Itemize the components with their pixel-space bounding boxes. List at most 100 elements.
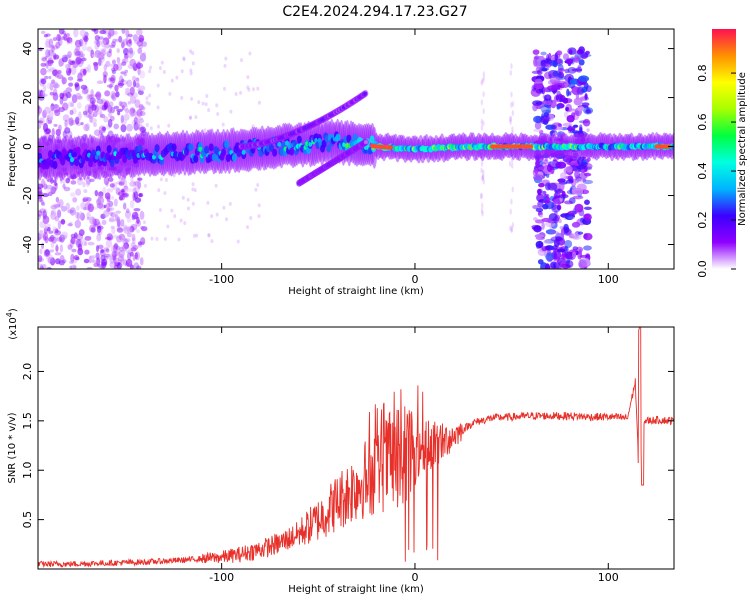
noise-speck [110,195,115,200]
noise-speck [53,54,60,60]
noise-speck [53,203,59,209]
noise-speck [52,226,58,232]
noise-speck [191,187,195,192]
noise-speck [52,179,57,184]
noise-speck [120,178,126,184]
noise-speck [246,75,250,80]
noise-speck [114,257,120,264]
noise-speck [541,221,545,230]
noise-speck [577,231,584,235]
noise-speck [580,161,588,167]
noise-speck [46,82,52,89]
noise-speck [240,58,244,63]
noise-speck [128,38,132,44]
colorbar-tick-label: 0.6 [696,113,709,130]
noise-speck [130,177,134,182]
x-tick-label: 0 [411,571,418,584]
noise-speck [147,101,151,106]
noise-speck [558,93,563,103]
noise-speck [53,123,58,127]
noise-speck [94,104,99,113]
noise-speck [41,242,45,250]
noise-speck [149,65,153,70]
noise-speck [84,241,88,246]
noise-speck [129,47,134,55]
noise-speck [214,183,218,188]
noise-speck [83,124,90,132]
noise-speck [99,48,107,53]
noise-speck [67,244,73,250]
noise-speck [45,117,53,125]
spectrogram-marks [38,29,674,269]
noise-speck [131,75,137,82]
noise-speck [111,250,118,258]
noise-speck [532,217,538,221]
noise-speck [89,216,95,225]
noise-speck [563,200,573,205]
noise-speck [480,193,483,200]
noise-speck [66,51,72,59]
noise-speck [191,51,195,56]
noise-speck [96,98,104,104]
noise-speck [511,101,515,108]
noise-speck [85,181,91,188]
noise-speck [87,106,94,115]
band-core [60,157,66,166]
band-core [52,161,58,170]
noise-speck [481,174,485,181]
noise-speck [136,120,140,129]
noise-speck [69,207,76,216]
noise-speck [81,88,89,95]
noise-speck [116,216,121,225]
noise-speck [138,34,145,43]
noise-speck [533,128,542,133]
noise-speck [533,115,543,124]
noise-speck [109,216,115,222]
noise-speck [560,228,565,238]
noise-speck [564,251,574,260]
noise-speck [572,195,584,200]
noise-speck [246,85,250,90]
noise-speck [86,266,93,269]
noise-speck [136,265,142,269]
noise-speck [94,93,101,98]
noise-speck [563,110,569,118]
noise-speck [110,225,115,230]
noise-speck [575,174,580,184]
noise-speck [157,188,161,193]
noise-speck [511,162,514,169]
noise-speck [87,113,95,119]
noise-speck [53,81,59,89]
noise-speck [183,221,187,226]
band-core [109,159,115,168]
noise-speck [137,177,143,181]
noise-speck [216,111,220,116]
noise-speck [138,192,144,198]
noise-speck [136,108,143,117]
noise-speck [177,237,181,242]
y-tick-label: 1.0 [21,461,34,479]
noise-speck [574,203,584,213]
noise-speck [83,114,91,118]
noise-speck [77,102,82,109]
noise-speck [80,84,88,90]
noise-speck [182,56,186,61]
noise-speck [54,258,61,265]
noise-speck [127,47,133,54]
noise-speck [136,40,143,47]
noise-speck [189,71,193,76]
noise-speck [66,32,70,38]
noise-speck [480,160,484,167]
y-tick-label: 0.5 [21,511,34,529]
noise-speck [555,262,559,267]
spectrogram-ticks: -100 0 100 -40 -20 0 20 40 [21,29,674,286]
noise-speck [67,58,72,68]
noise-speck [81,43,87,52]
noise-speck [570,112,576,119]
noise-speck [552,99,557,107]
noise-speck [129,251,134,257]
noise-speck [136,216,140,224]
noise-speck [121,61,127,66]
noise-speck [106,84,114,88]
